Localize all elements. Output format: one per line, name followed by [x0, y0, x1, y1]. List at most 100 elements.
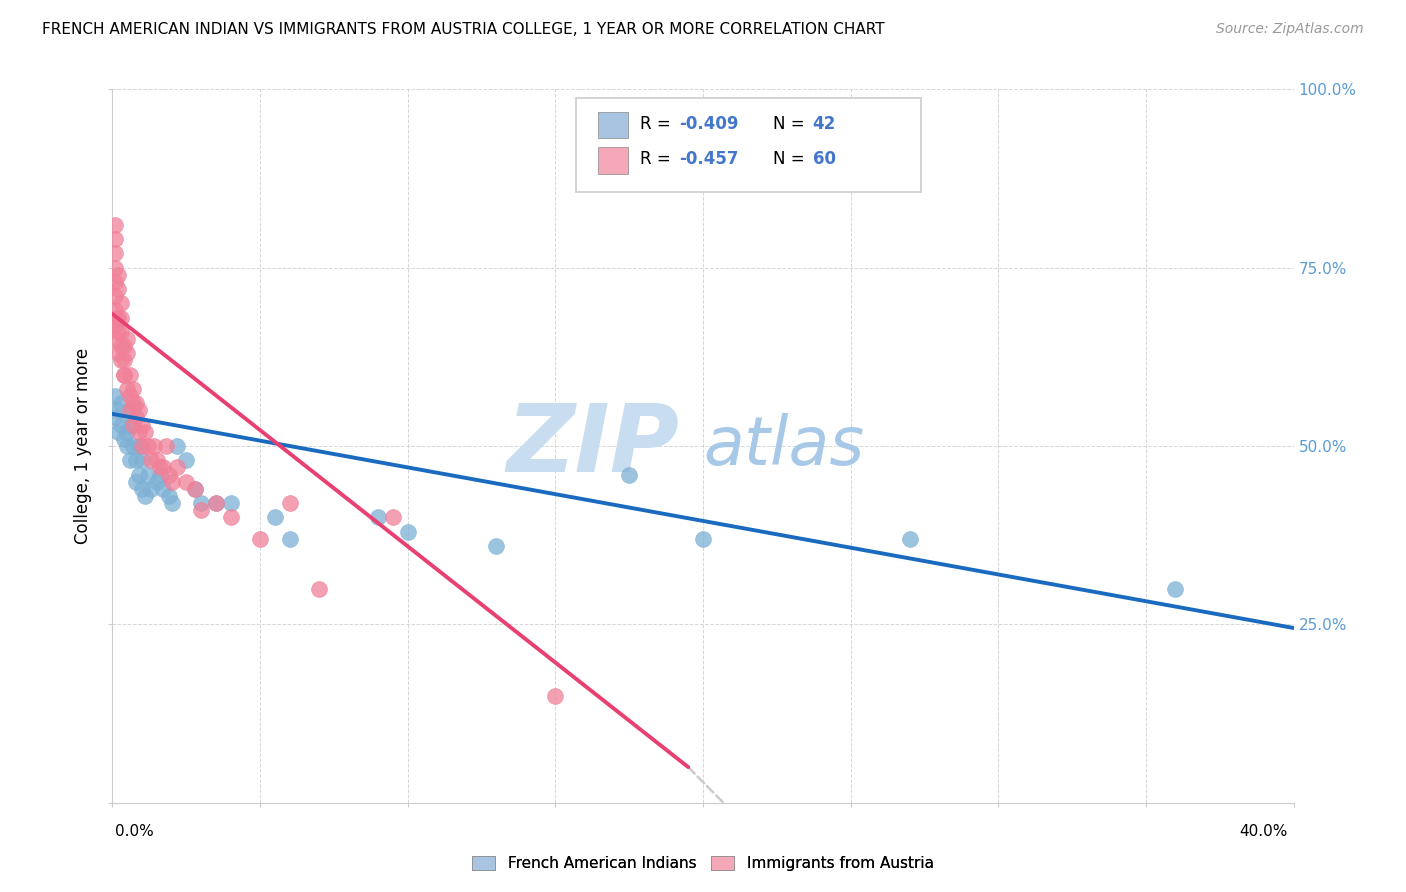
Point [174, 475, 197, 489]
Point [117, 439, 138, 453]
Point [190, 496, 212, 510]
Point [110, 417, 132, 432]
Point [104, 246, 127, 260]
Point [136, 467, 159, 482]
Point [117, 346, 138, 360]
Y-axis label: College, 1 year or more: College, 1 year or more [75, 348, 93, 544]
Point [128, 439, 150, 453]
Point [125, 475, 148, 489]
Point [104, 332, 127, 346]
Point [149, 467, 172, 482]
Point [278, 496, 301, 510]
Text: 0.0%: 0.0% [115, 824, 155, 838]
Point [104, 289, 127, 303]
Point [110, 325, 132, 339]
Point [112, 368, 135, 382]
Point [308, 582, 330, 596]
Point [396, 524, 419, 539]
Point [107, 268, 129, 282]
Point [112, 368, 135, 382]
Point [136, 439, 159, 453]
Point [104, 410, 127, 425]
Point [112, 353, 135, 368]
Text: R =: R = [640, 115, 676, 133]
Point [205, 496, 228, 510]
Point [104, 232, 127, 246]
Point [184, 482, 207, 496]
Point [619, 467, 641, 482]
Text: FRENCH AMERICAN INDIAN VS IMMIGRANTS FROM AUSTRIA COLLEGE, 1 YEAR OR MORE CORREL: FRENCH AMERICAN INDIAN VS IMMIGRANTS FRO… [42, 22, 884, 37]
Point [131, 417, 153, 432]
Point [131, 453, 153, 467]
Text: atlas: atlas [703, 413, 865, 479]
Point [264, 510, 287, 524]
Point [134, 425, 156, 439]
Point [107, 325, 129, 339]
Point [117, 332, 138, 346]
Point [107, 403, 129, 417]
Point [152, 460, 174, 475]
Point [1164, 582, 1187, 596]
Point [149, 460, 172, 475]
Point [139, 482, 162, 496]
Point [120, 368, 142, 382]
Point [166, 439, 188, 453]
Point [278, 532, 301, 546]
Point [122, 417, 145, 432]
Point [166, 460, 188, 475]
Point [112, 432, 135, 446]
Point [104, 218, 127, 232]
Point [219, 496, 242, 510]
Point [110, 353, 132, 368]
Point [112, 339, 135, 353]
Text: -0.409: -0.409 [679, 115, 738, 133]
Point [104, 389, 127, 403]
Point [120, 403, 142, 417]
Point [128, 467, 150, 482]
Point [122, 396, 145, 410]
Point [125, 453, 148, 467]
Text: 42: 42 [813, 115, 837, 133]
Point [146, 475, 169, 489]
Text: 60: 60 [813, 150, 835, 168]
Text: R =: R = [640, 150, 676, 168]
Point [157, 467, 180, 482]
Point [117, 382, 138, 396]
Point [110, 339, 132, 353]
Text: 40.0%: 40.0% [1240, 824, 1288, 838]
Text: N =: N = [773, 115, 810, 133]
Point [104, 303, 127, 318]
Point [205, 496, 228, 510]
Point [128, 425, 150, 439]
Point [184, 482, 207, 496]
Point [160, 496, 183, 510]
Text: Source: ZipAtlas.com: Source: ZipAtlas.com [1216, 22, 1364, 37]
Point [120, 417, 142, 432]
Point [120, 389, 142, 403]
Point [104, 310, 127, 325]
Point [131, 482, 153, 496]
Point [110, 396, 132, 410]
Point [117, 425, 138, 439]
Point [146, 453, 169, 467]
Point [110, 310, 132, 325]
Point [107, 282, 129, 296]
Point [174, 453, 197, 467]
Point [139, 453, 162, 467]
Point [142, 439, 165, 453]
Point [692, 532, 714, 546]
Point [104, 318, 127, 332]
Text: ZIP: ZIP [506, 400, 679, 492]
Point [110, 296, 132, 310]
Point [485, 539, 508, 553]
Point [367, 510, 389, 524]
Text: -0.457: -0.457 [679, 150, 738, 168]
Point [219, 510, 242, 524]
Text: N =: N = [773, 150, 810, 168]
Point [125, 410, 148, 425]
Point [107, 346, 129, 360]
Point [125, 396, 148, 410]
Point [249, 532, 271, 546]
Point [104, 275, 127, 289]
Point [190, 503, 212, 517]
